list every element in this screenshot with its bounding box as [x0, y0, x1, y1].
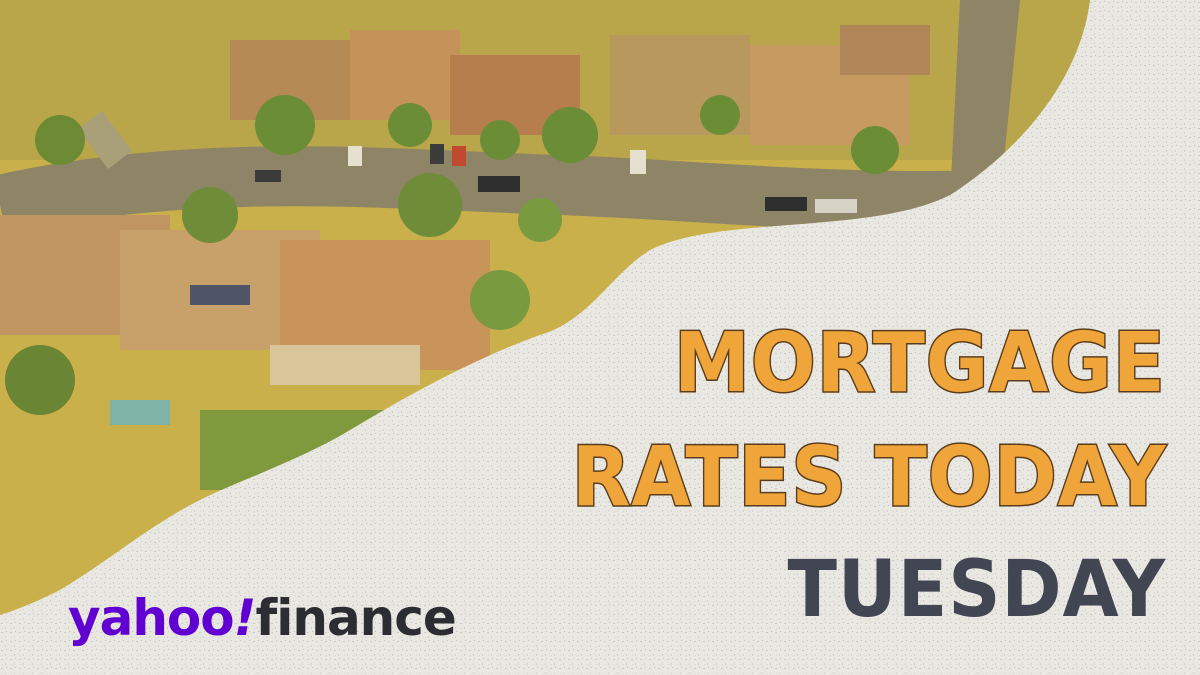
logo-exclamation-mark: !: [233, 589, 257, 647]
logo-product-text: finance: [255, 589, 456, 647]
headline-line-mortgage: MORTGAGE: [673, 316, 1167, 411]
headline-line-rates-today: RATES TODAY: [570, 430, 1167, 525]
headline-line-day: TUESDAY: [787, 545, 1166, 635]
yahoo-finance-logo: yahoo!finance: [68, 588, 457, 648]
logo-brand-text: yahoo: [68, 589, 235, 647]
